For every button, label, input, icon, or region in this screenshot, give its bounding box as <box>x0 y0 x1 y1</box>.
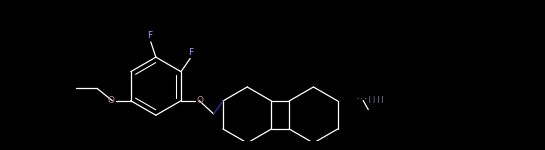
Text: O: O <box>108 96 115 105</box>
Text: F: F <box>188 48 193 57</box>
Text: F: F <box>147 31 152 40</box>
Text: O: O <box>197 96 204 105</box>
Text: ···||||: ···|||| <box>355 96 385 103</box>
